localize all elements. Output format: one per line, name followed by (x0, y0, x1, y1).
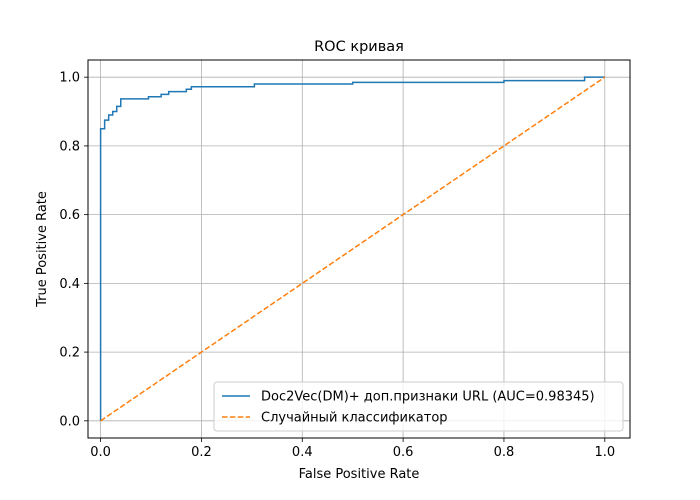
y-tick-label: 0.6 (59, 208, 80, 223)
x-tick-label: 0.8 (494, 445, 515, 460)
chart-title: ROC кривая (314, 39, 404, 55)
legend-label-random: Случайный классификатор (261, 411, 448, 426)
legend: Doc2Vec(DM)+ доп.признаки URL (AUC=0.983… (213, 381, 624, 432)
legend-box (213, 381, 624, 432)
x-ticks: 0.0 0.2 0.4 0.6 0.8 1.0 (90, 438, 615, 460)
y-axis-label: True Positive Rate (35, 191, 50, 308)
y-tick-label: 0.4 (59, 277, 80, 292)
roc-curve-line (99, 76, 605, 421)
x-tick-label: 0.4 (292, 445, 313, 460)
y-tick-label: 0.2 (59, 346, 80, 361)
x-tick-label: 1.0 (594, 445, 615, 460)
y-ticks: 0.0 0.2 0.4 0.6 0.8 1.0 (59, 71, 88, 429)
grid (88, 60, 630, 438)
x-tick-label: 0.2 (191, 445, 212, 460)
y-tick-label: 0.0 (59, 414, 80, 429)
y-tick-label: 1.0 (59, 71, 80, 86)
x-tick-label: 0.0 (90, 445, 111, 460)
series-layer (99, 76, 606, 422)
x-tick-label: 0.6 (393, 445, 414, 460)
axes-frame (87, 59, 631, 439)
y-tick-label: 0.8 (59, 139, 80, 154)
x-axis-label: False Positive Rate (299, 467, 420, 482)
random-classifier-line (100, 76, 606, 422)
legend-label-roc: Doc2Vec(DM)+ доп.признаки URL (AUC=0.983… (261, 390, 595, 405)
